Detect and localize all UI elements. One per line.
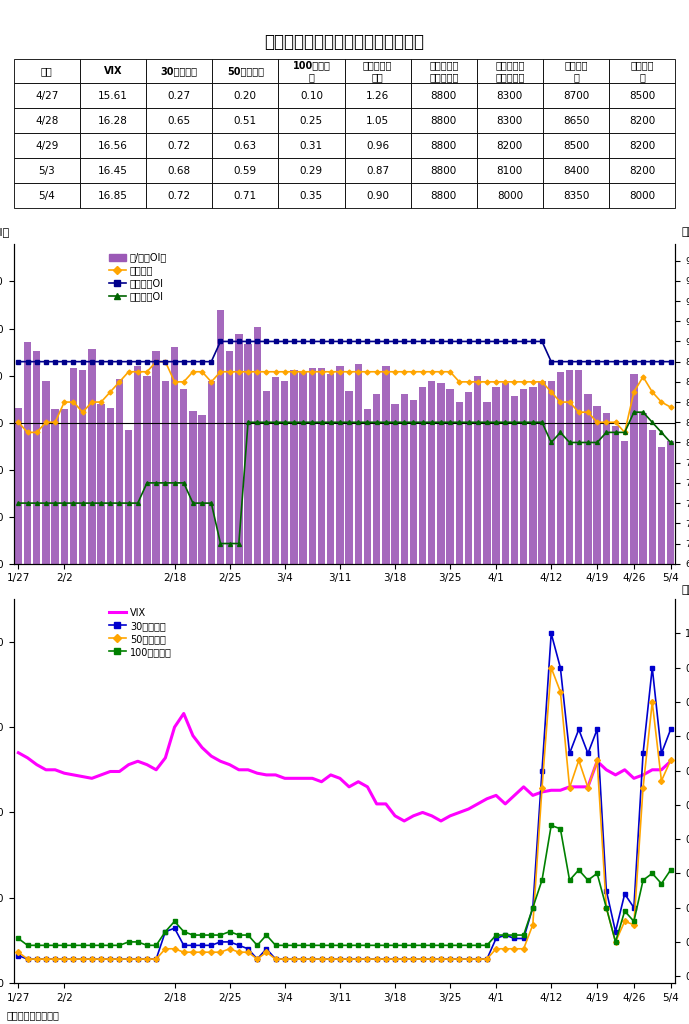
Bar	[483, 401, 491, 610]
Bar	[24, 342, 31, 610]
Bar	[593, 406, 601, 610]
Bar	[364, 410, 371, 610]
Bar	[612, 426, 619, 610]
Bar	[272, 378, 279, 610]
Bar	[327, 374, 334, 610]
Bar	[630, 374, 637, 610]
Bar	[152, 351, 160, 610]
Bar	[502, 383, 509, 610]
Bar	[162, 381, 169, 610]
Bar	[198, 415, 206, 610]
Bar	[603, 414, 610, 610]
Bar	[373, 394, 380, 610]
Bar	[548, 381, 555, 610]
Bar	[410, 400, 417, 610]
Bar	[52, 410, 59, 610]
Bar	[79, 370, 86, 610]
Bar	[511, 396, 518, 610]
Text: 指數: 指數	[682, 227, 689, 238]
Legend: 賣/買權OI比, 加權指數, 買權最大OI, 賣權最大OI: 賣/買權OI比, 加權指數, 買權最大OI, 賣權最大OI	[105, 249, 171, 305]
Bar	[355, 365, 362, 610]
Text: 賣/買權OI比: 賣/買權OI比	[0, 227, 10, 238]
Bar	[88, 349, 96, 610]
Bar	[520, 389, 527, 610]
Bar	[538, 381, 546, 610]
Bar	[345, 390, 353, 610]
Bar	[667, 441, 675, 610]
Bar	[42, 381, 50, 610]
Bar	[648, 430, 656, 610]
Bar	[245, 344, 251, 610]
Bar	[300, 372, 307, 610]
Bar	[575, 370, 582, 610]
Legend: VIX, 30日百分位, 50日百分位, 100日百分位: VIX, 30日百分位, 50日百分位, 100日百分位	[105, 604, 176, 660]
Bar	[254, 327, 261, 610]
Bar	[226, 351, 234, 610]
Bar	[658, 447, 665, 610]
Bar	[217, 309, 224, 610]
Bar	[125, 430, 132, 610]
Bar	[566, 370, 573, 610]
Bar	[171, 347, 178, 610]
Bar	[474, 376, 482, 610]
Bar	[419, 387, 426, 610]
Bar	[382, 367, 389, 610]
Bar	[318, 368, 325, 610]
Bar	[189, 412, 196, 610]
Bar	[281, 381, 289, 610]
Bar	[309, 368, 316, 610]
Bar	[180, 389, 187, 610]
Bar	[33, 351, 41, 610]
Bar	[336, 367, 344, 610]
Text: 選擇權波動率指數與賣買權未平倉比: 選擇權波動率指數與賣買權未平倉比	[265, 33, 424, 51]
Bar	[455, 401, 463, 610]
Text: 百分位: 百分位	[682, 586, 689, 595]
Bar	[235, 334, 243, 610]
Bar	[391, 403, 399, 610]
Bar	[438, 383, 444, 610]
Bar	[143, 376, 151, 610]
Bar	[465, 392, 472, 610]
Bar	[134, 367, 141, 610]
Bar	[584, 394, 592, 610]
Bar	[70, 368, 77, 610]
Bar	[116, 379, 123, 610]
Bar	[493, 387, 500, 610]
Bar	[428, 381, 435, 610]
Bar	[557, 372, 564, 610]
Bar	[400, 394, 408, 610]
Bar	[107, 408, 114, 610]
Bar	[621, 441, 628, 610]
Text: 統一期貨研究科製作: 統一期貨研究科製作	[7, 1010, 60, 1020]
Bar	[290, 370, 298, 610]
Bar	[446, 389, 454, 610]
Bar	[97, 403, 105, 610]
Bar	[639, 414, 647, 610]
Bar	[14, 408, 22, 610]
Bar	[529, 387, 537, 610]
Bar	[207, 381, 215, 610]
Bar	[263, 390, 270, 610]
Bar	[61, 410, 68, 610]
